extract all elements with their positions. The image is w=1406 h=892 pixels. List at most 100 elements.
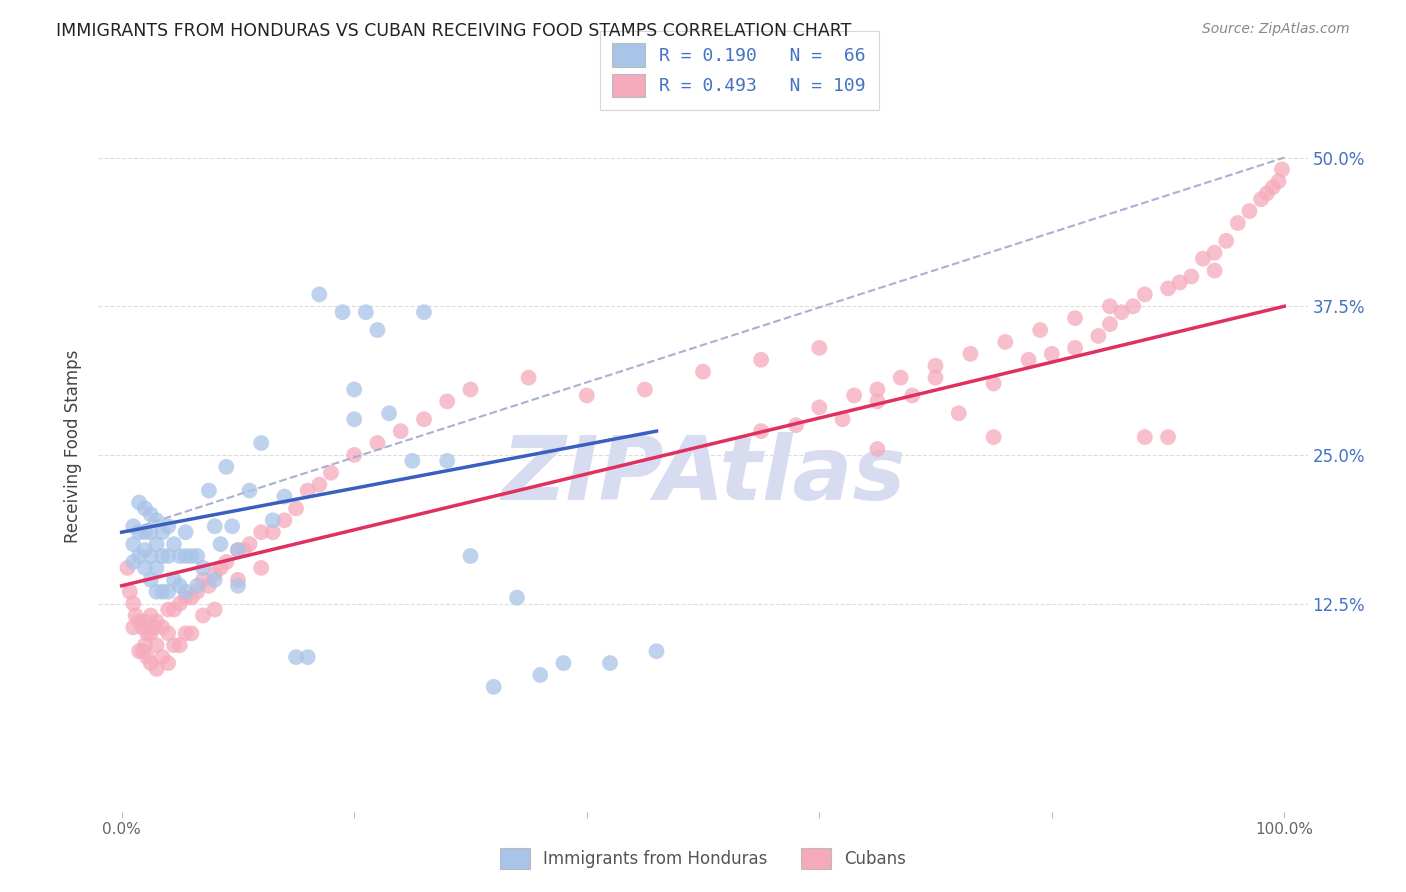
Point: [143, 620, 166, 634]
Point: [343, 412, 366, 426]
Point: [122, 597, 145, 611]
Point: [436, 394, 458, 409]
Point: [1018, 352, 1040, 367]
Point: [1122, 299, 1144, 313]
Point: [319, 466, 342, 480]
Point: [145, 638, 167, 652]
Point: [128, 644, 150, 658]
Point: [1250, 192, 1272, 206]
Point: [460, 383, 482, 397]
Point: [529, 668, 551, 682]
Point: [169, 638, 191, 652]
Point: [506, 591, 529, 605]
Point: [389, 424, 412, 438]
Point: [134, 525, 156, 540]
Point: [186, 549, 208, 563]
Point: [150, 584, 173, 599]
Point: [1180, 269, 1202, 284]
Point: [139, 626, 162, 640]
Point: [198, 483, 221, 498]
Point: [785, 418, 807, 433]
Point: [221, 519, 243, 533]
Point: [831, 412, 853, 426]
Point: [136, 650, 159, 665]
Point: [150, 525, 173, 540]
Point: [901, 388, 924, 402]
Point: [460, 549, 482, 563]
Point: [174, 525, 197, 540]
Point: [186, 584, 208, 599]
Point: [1256, 186, 1278, 201]
Point: [285, 501, 308, 516]
Point: [134, 561, 156, 575]
Point: [232, 543, 254, 558]
Point: [226, 543, 249, 558]
Point: [482, 680, 505, 694]
Point: [1239, 204, 1261, 219]
Point: [959, 347, 981, 361]
Point: [145, 662, 167, 676]
Point: [139, 608, 162, 623]
Point: [169, 579, 191, 593]
Point: [169, 597, 191, 611]
Point: [122, 519, 145, 533]
Point: [401, 454, 423, 468]
Point: [204, 566, 226, 581]
Point: [134, 543, 156, 558]
Point: [209, 537, 232, 551]
Point: [145, 561, 167, 575]
Point: [157, 519, 180, 533]
Point: [150, 549, 173, 563]
Point: [1204, 263, 1226, 277]
Point: [1064, 311, 1087, 326]
Point: [1133, 430, 1156, 444]
Point: [150, 650, 173, 665]
Point: [378, 406, 401, 420]
Point: [204, 519, 226, 533]
Point: [634, 383, 657, 397]
Point: [250, 561, 273, 575]
Point: [215, 555, 238, 569]
Point: [174, 549, 197, 563]
Point: [128, 549, 150, 563]
Point: [163, 638, 186, 652]
Point: [517, 370, 540, 384]
Point: [808, 401, 831, 415]
Point: [128, 495, 150, 509]
Point: [645, 644, 668, 658]
Point: [163, 537, 186, 551]
Point: [180, 549, 202, 563]
Point: [157, 656, 180, 670]
Point: [553, 656, 575, 670]
Point: [866, 442, 889, 456]
Point: [169, 549, 191, 563]
Point: [273, 513, 295, 527]
Point: [239, 483, 262, 498]
Point: [1157, 281, 1180, 295]
Point: [308, 287, 330, 301]
Point: [226, 573, 249, 587]
Point: [250, 525, 273, 540]
Point: [134, 638, 156, 652]
Point: [924, 370, 946, 384]
Point: [1029, 323, 1052, 337]
Point: [226, 543, 249, 558]
Point: [163, 602, 186, 616]
Point: [139, 573, 162, 587]
Point: [1098, 317, 1121, 331]
Point: [924, 359, 946, 373]
Point: [145, 615, 167, 629]
Point: [117, 561, 139, 575]
Point: [157, 549, 180, 563]
Point: [983, 376, 1005, 391]
Point: [1098, 299, 1121, 313]
Point: [436, 454, 458, 468]
Point: [749, 424, 772, 438]
Point: [128, 525, 150, 540]
Point: [1040, 347, 1063, 361]
Point: [163, 573, 186, 587]
Point: [1271, 162, 1294, 177]
Point: [191, 561, 214, 575]
Point: [131, 620, 153, 634]
Point: [262, 513, 284, 527]
